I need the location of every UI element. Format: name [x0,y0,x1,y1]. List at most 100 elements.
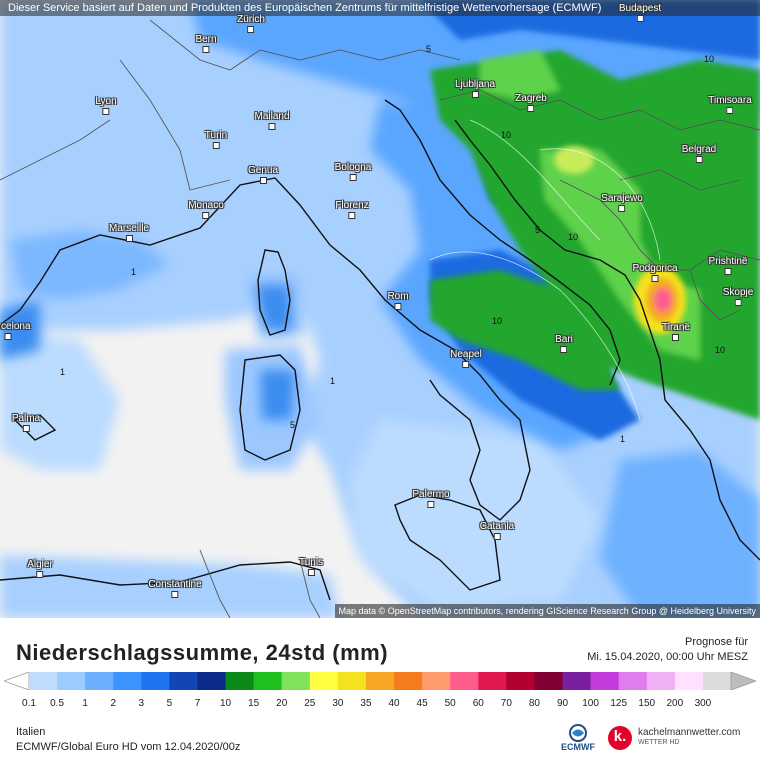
scale-label: 70 [500,698,512,709]
scale-color-cell [365,672,395,690]
region-name: Italien [16,726,46,738]
scale-label: 0.1 [22,698,36,709]
contour-value: 10 [492,316,503,326]
scale-label: 100 [582,698,599,709]
city-label: Skopje [723,287,753,306]
scale-color-cell [253,672,283,690]
city-label: Zagreb [515,93,547,112]
scale-color-cell [562,672,592,690]
data-source-banner: Dieser Service basiert auf Daten und Pro… [0,0,760,16]
contour-value: 1 [620,434,626,444]
city-label: Mailand [254,111,290,130]
precip-core [554,146,686,334]
ecmwf-logo: ECMWF [556,724,600,756]
city-label: Genua [248,165,278,184]
ecmwf-globe-icon [569,724,587,742]
contour-value: 10 [715,345,726,355]
scale-label: 7 [194,698,201,709]
scale-color-cell [197,672,227,690]
scale-color-cell [281,672,311,690]
city-label: Barcelona [0,321,31,340]
city-label: Prishtinë [709,256,747,275]
city-label: Bern [195,34,217,53]
city-label: Zürich [237,14,265,33]
scale-label: 50 [444,698,456,709]
contour-value: 5 [535,225,541,235]
scale-color-cell [394,672,423,690]
city-label: Ljubljana [455,79,495,98]
scale-color-cell [506,672,535,690]
city-label: Podgorica [632,263,678,282]
scale-color-cell [674,672,704,690]
scale-color-cell [450,672,479,690]
scale-label: 60 [472,698,484,709]
contour-value: 10 [704,54,715,64]
scale-color-cell [702,672,732,690]
contour-value: 1 [330,376,336,386]
scale-color-cell [29,672,58,690]
color-scale [4,672,756,690]
scale-color-cell [85,672,114,690]
city-label: Timisoara [708,95,752,114]
city-label: Budapest [619,3,661,22]
contour-value: 1 [60,367,66,377]
scale-label: 125 [610,698,628,709]
scale-color-cell [646,672,676,690]
city-label: Tiranë [662,322,690,341]
scale-color-cell [309,672,339,690]
scale-label: 10 [219,698,232,709]
scale-color-cell [478,672,507,690]
map-graphics [0,0,760,618]
scale-label: 1 [82,698,88,709]
scale-label: 5 [166,698,173,709]
scale-color-cell [618,672,648,690]
city-label: Bari [555,334,573,353]
city-label: Constantine [148,579,202,598]
contour-value: 5 [290,420,296,430]
city-label: Monaco [188,200,224,219]
scale-label: 15 [248,698,260,709]
contour-value: 1 [131,267,137,277]
chart-title: Niederschlagssumme, 24std (mm) [16,640,389,665]
scale-labels: 0.1 0.5 1 2 3 5 7 10 15 20 25 30 35 40 45 50 60 70 80 90 100… [0,698,760,712]
scale-label: 90 [556,698,569,709]
forecast-label: Prognose für [685,636,748,648]
kachelmann-name: kachelmannwetter.com [638,727,741,738]
model-run: ECMWF/Global Euro HD vom 12.04.2020/00z [16,741,241,753]
scale-color-cell [422,672,451,690]
city-label: Florenz [335,200,369,219]
footer-panel: Niederschlagssumme, 24std (mm) Prognose … [0,618,760,760]
contour-value: 5 [426,44,432,54]
scale-label: 200 [666,698,684,709]
contour-lines [429,119,661,421]
scale-label: 150 [638,698,656,709]
scale-color-cell [337,672,367,690]
scale-label: 3 [138,698,145,709]
city-label: Turin [205,130,227,149]
forecast-valid-time: Mi. 15.04.2020, 00:00 Uhr MESZ [587,651,748,663]
map-attribution: Map data © OpenStreetMap contributors, r… [334,604,760,618]
contour-value: 10 [501,130,512,140]
city-label: Tunis [299,557,323,576]
city-label: Palma [12,413,40,432]
precipitation-map: Dieser Service basiert auf Daten und Pro… [0,0,760,618]
kachelmann-mark: k. [608,726,632,750]
scale-label: 45 [416,698,428,709]
color-scale-graphic [4,672,756,690]
scale-color-cell [113,672,142,690]
scale-left-arrow [4,672,30,690]
coastlines [0,99,760,601]
borders [0,19,760,618]
scale-color-cell [225,672,255,690]
scale-color-cell [534,672,564,690]
scale-label: 30 [332,698,344,709]
scale-color-cell [57,672,86,690]
scale-color-cell [169,672,198,690]
kachelmann-sub: WETTER HD [638,739,680,746]
contour-value: 10 [568,232,579,242]
city-label: Sarajewo [601,193,643,212]
scale-label: 20 [276,698,288,709]
city-label: Marseille [109,223,149,242]
scale-label: 300 [694,698,712,709]
city-label: Belgrad [682,144,716,163]
